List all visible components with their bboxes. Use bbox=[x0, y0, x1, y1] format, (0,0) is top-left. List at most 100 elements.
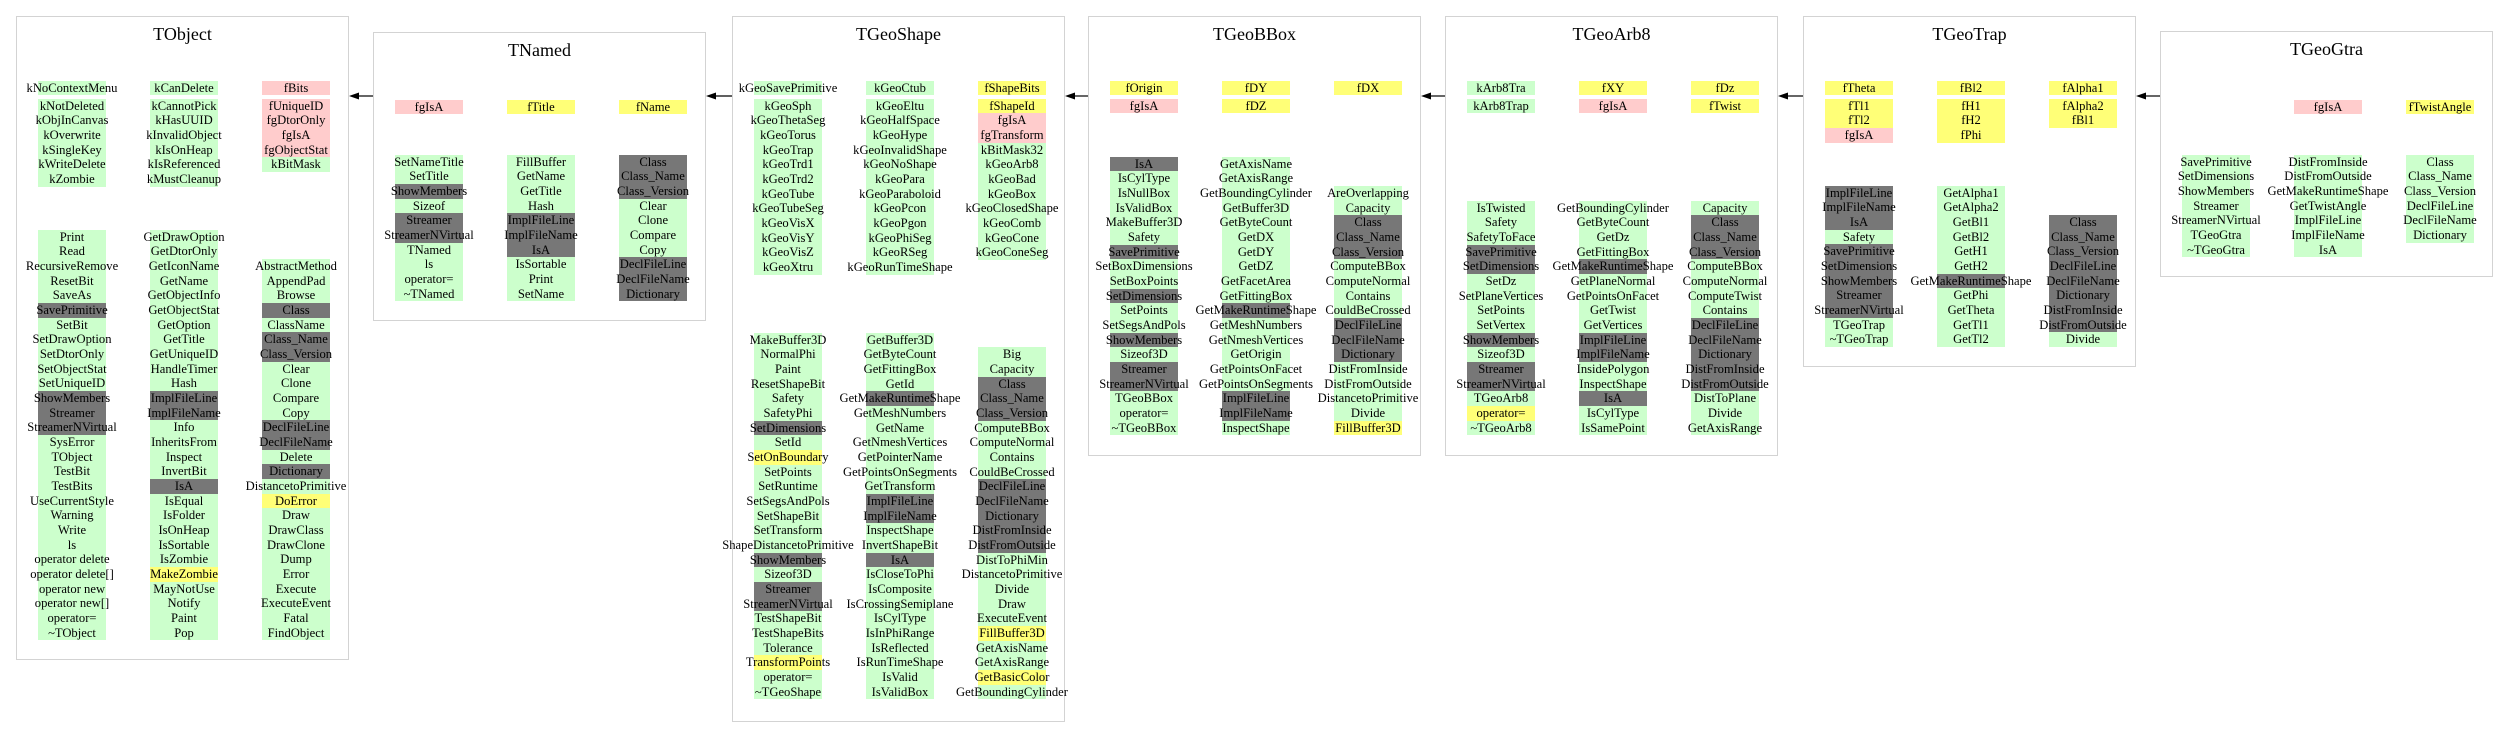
method-item[interactable]: Dictionary bbox=[1691, 347, 1759, 363]
method-item[interactable]: GetTitle bbox=[150, 332, 218, 347]
method-item[interactable]: ResetBit bbox=[38, 273, 106, 289]
data-member-item[interactable]: kArb8Tra bbox=[1467, 80, 1535, 96]
method-item[interactable]: GetAlpha1 bbox=[1937, 185, 2005, 201]
method-item[interactable]: DoError bbox=[262, 493, 330, 509]
method-item[interactable]: DistFromOutside bbox=[968, 538, 1056, 553]
method-item[interactable]: ImplFileName bbox=[1822, 200, 1896, 215]
method-item[interactable]: SaveAs bbox=[38, 288, 106, 303]
method-item[interactable]: SetDimensions bbox=[1106, 288, 1182, 304]
data-member-item[interactable]: fBl1 bbox=[2049, 113, 2117, 128]
method-item[interactable]: GetPointsOnFacet bbox=[1210, 362, 1302, 377]
method-item[interactable]: operator= bbox=[1467, 406, 1535, 421]
method-item[interactable]: Divide bbox=[978, 582, 1046, 597]
method-item[interactable]: IsSamePoint bbox=[1579, 420, 1647, 436]
method-item[interactable]: Paint bbox=[754, 362, 822, 377]
method-item[interactable]: GetDz bbox=[1579, 230, 1647, 245]
data-member-item[interactable]: kBitMask bbox=[262, 157, 330, 172]
method-item[interactable]: IsA bbox=[1110, 156, 1178, 172]
method-item[interactable]: Safety bbox=[1467, 215, 1535, 230]
method-item[interactable]: Compare bbox=[262, 391, 330, 406]
method-item[interactable]: SysError bbox=[38, 435, 106, 450]
method-item[interactable]: GetDrawOption bbox=[143, 229, 225, 245]
method-item[interactable]: SetDimensions bbox=[750, 420, 826, 436]
method-item[interactable]: Streamer bbox=[2182, 198, 2250, 214]
method-item[interactable]: Class_Name bbox=[262, 332, 330, 347]
method-item[interactable]: SetDimensions bbox=[1463, 259, 1539, 274]
data-member-item[interactable]: fTheta bbox=[1825, 80, 1893, 96]
method-item[interactable]: ImplFileName bbox=[147, 405, 221, 421]
method-item[interactable]: GetId bbox=[866, 376, 934, 392]
data-member-item[interactable]: fgIsA bbox=[262, 128, 330, 143]
method-item[interactable]: DistToPlane bbox=[1691, 391, 1759, 407]
method-item[interactable]: ComputeNormal bbox=[1326, 274, 1410, 289]
method-item[interactable]: IsA bbox=[1825, 215, 1893, 230]
method-item[interactable]: InvertShapeBit bbox=[862, 538, 938, 553]
method-item[interactable]: IsA bbox=[150, 479, 218, 494]
method-item[interactable]: GetByteCount bbox=[1220, 215, 1292, 230]
data-member-item[interactable]: fDY bbox=[1222, 80, 1290, 96]
method-item[interactable]: Error bbox=[262, 567, 330, 582]
method-item[interactable]: GetPhi bbox=[1937, 288, 2005, 303]
data-member-item[interactable]: kGeoTorus bbox=[754, 128, 822, 143]
method-item[interactable]: DeclFileName bbox=[616, 272, 690, 287]
method-item[interactable]: Print bbox=[507, 272, 575, 287]
method-item[interactable]: GetFittingBox bbox=[864, 362, 936, 377]
method-item[interactable]: Contains bbox=[1334, 288, 1402, 304]
data-member-item[interactable]: kHasUUID bbox=[150, 113, 218, 128]
method-item[interactable]: Class bbox=[262, 303, 330, 318]
method-item[interactable]: ImplFileLine bbox=[1222, 391, 1290, 407]
method-item[interactable]: StreamerNVirtual bbox=[743, 596, 833, 612]
method-item[interactable]: operator= bbox=[395, 272, 463, 287]
data-member-item[interactable]: fUniqueID bbox=[262, 98, 330, 114]
method-item[interactable]: DistFromInside bbox=[2288, 154, 2368, 170]
method-item[interactable]: MayNotUse bbox=[150, 581, 218, 597]
method-item[interactable]: SetBoxPoints bbox=[1110, 274, 1178, 289]
data-member-item[interactable]: kNoContextMenu bbox=[27, 80, 117, 96]
method-item[interactable]: SetOnBoundary bbox=[747, 450, 829, 465]
method-item[interactable]: IsValidBox bbox=[1110, 200, 1178, 216]
data-member-item[interactable]: fTitle bbox=[507, 99, 575, 115]
method-item[interactable]: CouldBeCrossed bbox=[1325, 303, 1411, 319]
data-member-item[interactable]: fDX bbox=[1334, 80, 1402, 96]
data-member-item[interactable]: kGeoEltu bbox=[866, 98, 934, 114]
method-item[interactable]: SetObjectStat bbox=[37, 361, 107, 377]
method-item[interactable]: Draw bbox=[262, 508, 330, 524]
method-item[interactable]: Fatal bbox=[262, 611, 330, 626]
data-member-item[interactable]: kCannotPick bbox=[150, 98, 218, 114]
method-item[interactable]: Class_Name bbox=[1334, 230, 1402, 245]
method-item[interactable]: TGeoTrap bbox=[1825, 317, 1893, 333]
method-item[interactable]: Safety bbox=[754, 391, 822, 406]
data-member-item[interactable]: kGeoTube bbox=[754, 186, 822, 202]
method-item[interactable]: RecursiveRemove bbox=[26, 259, 118, 274]
method-item[interactable]: IsA bbox=[866, 552, 934, 568]
method-item[interactable]: ImplFileName bbox=[863, 508, 937, 524]
method-item[interactable]: SetSegsAndPols bbox=[746, 494, 830, 509]
data-member-item[interactable]: fgIsA bbox=[1825, 128, 1893, 143]
method-item[interactable]: Dump bbox=[262, 552, 330, 568]
method-item[interactable]: ~TGeoTrap bbox=[1825, 332, 1893, 348]
data-member-item[interactable]: fAlpha2 bbox=[2049, 98, 2117, 114]
method-item[interactable]: SetId bbox=[754, 435, 822, 450]
method-item[interactable]: Class_Name bbox=[1691, 230, 1759, 245]
class-box-tgeogtra[interactable]: TGeoGtra fgIsA fTwistAngle SavePrimitive Set… bbox=[2160, 31, 2493, 277]
method-item[interactable]: TestBit bbox=[38, 464, 106, 480]
method-item[interactable]: SavePrimitive bbox=[1465, 244, 1537, 260]
class-box-tgeoarb8[interactable]: TGeoArb8 kArb8Tra kArb8Trap fXY fgIsA fDz fTwi… bbox=[1445, 16, 1778, 456]
data-member-item[interactable]: kGeoPhiSeg bbox=[866, 230, 934, 246]
method-item[interactable]: SafetyPhi bbox=[754, 406, 822, 421]
method-item[interactable]: Class_Name bbox=[2406, 169, 2474, 184]
method-item[interactable]: Divide bbox=[2049, 332, 2117, 348]
data-member-item[interactable]: kSingleKey bbox=[38, 142, 106, 158]
data-member-item[interactable]: fTwist bbox=[1691, 98, 1759, 114]
class-box-tgeoshape[interactable]: TGeoShape kGeoSavePrimitive kGeoSph kGeoThe… bbox=[722, 16, 1068, 722]
method-item[interactable]: SetPoints bbox=[754, 464, 822, 480]
method-item[interactable]: IsCrossingSemiplane bbox=[846, 596, 954, 612]
method-item[interactable]: GetPlaneNormal bbox=[1571, 274, 1655, 289]
method-item[interactable]: Class_Version bbox=[1332, 244, 1404, 260]
method-item[interactable]: SetTransform bbox=[754, 523, 822, 539]
method-item[interactable]: Class bbox=[2406, 154, 2474, 170]
data-member-item[interactable]: kGeoCtub bbox=[866, 80, 934, 96]
method-item[interactable]: SetDimensions bbox=[2178, 169, 2254, 184]
method-item[interactable]: ~TObject bbox=[38, 625, 106, 641]
method-item[interactable]: IsValidBox bbox=[866, 684, 934, 700]
